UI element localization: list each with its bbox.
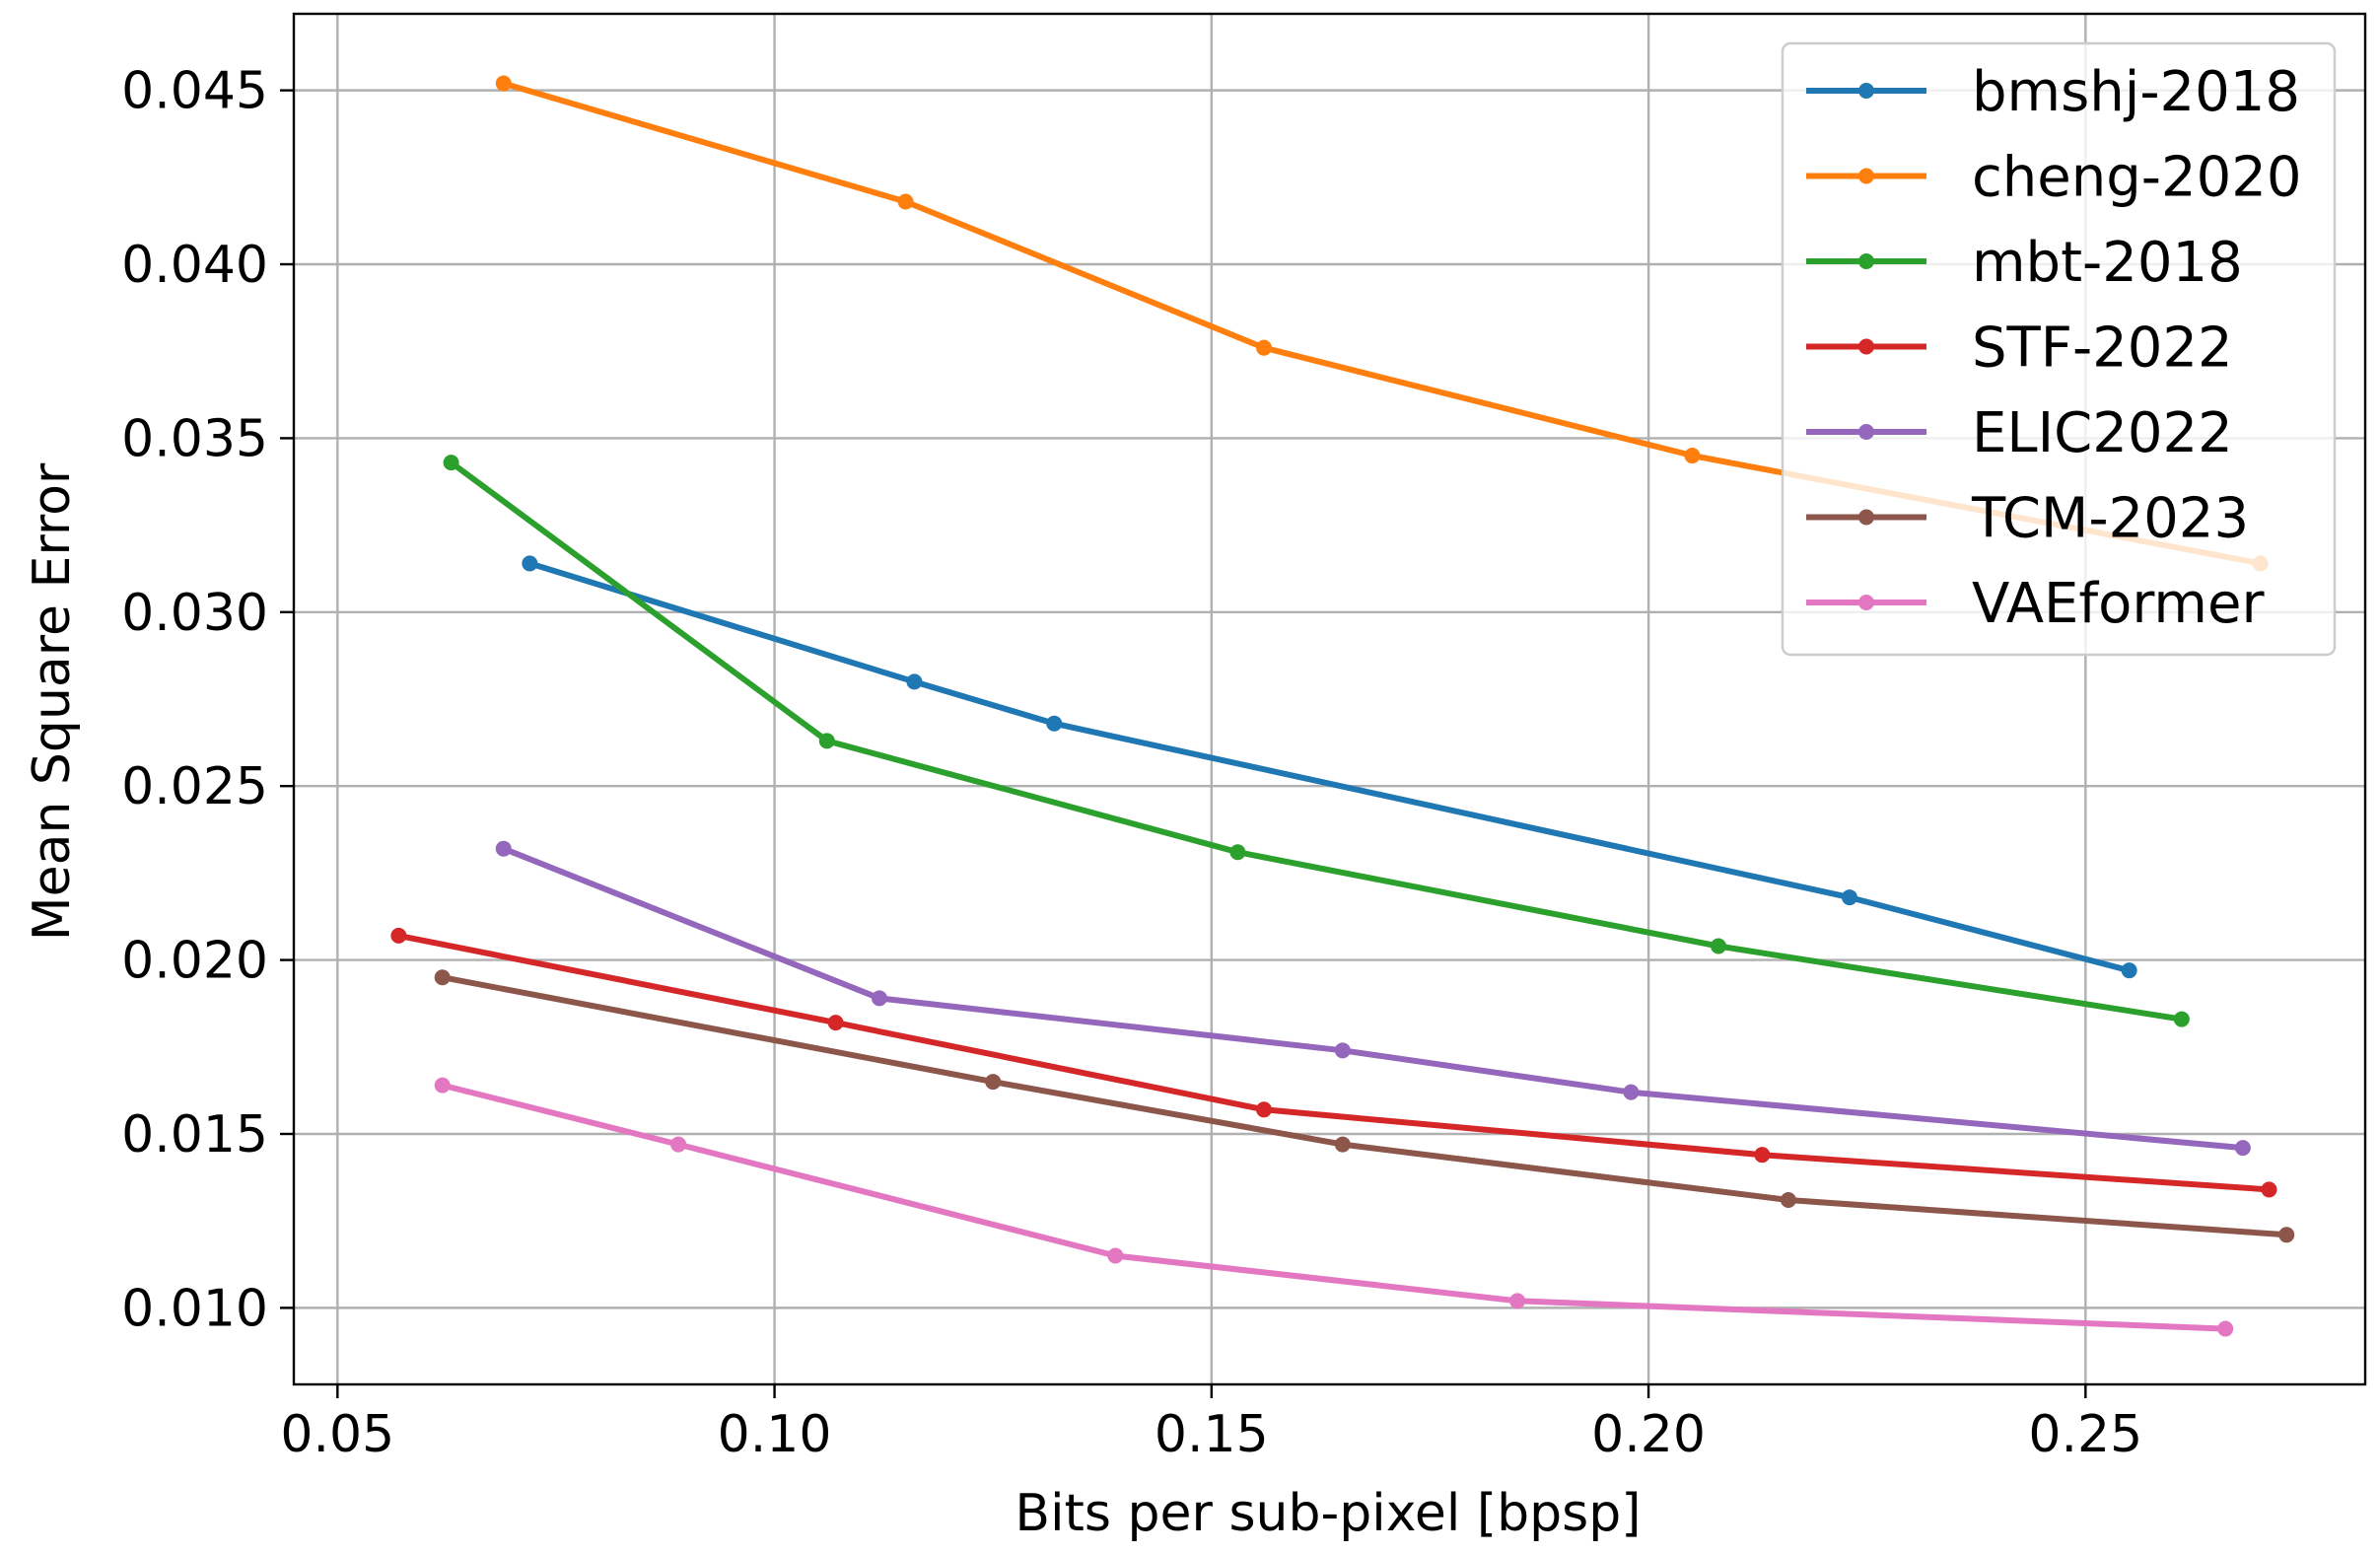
data-point-tcm-2023 (434, 969, 451, 986)
y-tick-label: 0.015 (121, 1105, 268, 1165)
data-point-vaeformer (434, 1077, 451, 1094)
legend-item-bmshj-2018: bmshj-2018 (1806, 60, 2300, 124)
data-point-vaeformer (670, 1136, 687, 1153)
data-point-mbt-2018 (443, 455, 459, 471)
legend-marker (1858, 253, 1874, 269)
series-elic2022 (495, 840, 2251, 1157)
legend-label: cheng-2020 (1972, 146, 2302, 210)
legend-item-stf-2022: STF-2022 (1806, 317, 2233, 381)
data-point-mbt-2018 (1710, 938, 1726, 954)
y-tick-label: 0.010 (121, 1279, 268, 1338)
y-axis-label: Mean Square Error (23, 462, 82, 941)
legend-label: TCM-2023 (1971, 487, 2249, 551)
legend-marker (1858, 509, 1874, 526)
x-axis-label: Bits per sub-pixel [bpsp] (1015, 1484, 1641, 1543)
data-point-mbt-2018 (1229, 844, 1246, 861)
legend-label: VAEformer (1972, 572, 2265, 636)
data-point-elic2022 (871, 990, 887, 1007)
legend-item-mbt-2018: mbt-2018 (1806, 231, 2243, 295)
legend-frame (1781, 41, 2337, 657)
legend-marker (1858, 595, 1874, 610)
legend-marker (1858, 168, 1874, 184)
y-tick-label: 0.045 (121, 62, 268, 121)
data-point-cheng-2020 (495, 75, 512, 92)
legend-label: ELIC2022 (1972, 401, 2233, 465)
data-point-stf-2022 (1754, 1147, 1771, 1164)
x-tick-label: 0.15 (1155, 1405, 1269, 1464)
data-point-elic2022 (1623, 1084, 1640, 1100)
data-point-tcm-2023 (985, 1074, 1002, 1091)
series-line-elic2022 (500, 845, 2246, 1152)
x-tick-label: 0.20 (1591, 1405, 1706, 1464)
data-point-bmshj-2018 (1046, 715, 1063, 732)
data-point-elic2022 (1334, 1042, 1351, 1059)
data-point-bmshj-2018 (906, 673, 923, 690)
x-tick-label: 0.05 (280, 1405, 394, 1464)
plot-frame (292, 12, 2367, 1386)
data-point-cheng-2020 (1684, 448, 1701, 464)
series-tcm-2023 (434, 969, 2295, 1243)
legend-marker (1858, 83, 1874, 99)
x-tick-label: 0.25 (2028, 1405, 2142, 1464)
series-mbt-2018 (443, 455, 2190, 1027)
legend-item-vaeformer: VAEformer (1806, 572, 2265, 636)
legend-item-elic2022: ELIC2022 (1806, 401, 2233, 465)
data-point-stf-2022 (2261, 1181, 2277, 1198)
series-vaeformer (434, 1077, 2234, 1337)
legend-item-cheng-2020: cheng-2020 (1806, 146, 2302, 210)
y-tick-label: 0.025 (121, 757, 268, 816)
data-point-stf-2022 (827, 1015, 844, 1031)
x-tick-label: 0.10 (718, 1405, 832, 1464)
data-point-elic2022 (495, 840, 512, 857)
data-point-vaeformer (2217, 1320, 2234, 1337)
data-point-bmshj-2018 (522, 555, 538, 572)
data-point-elic2022 (2234, 1140, 2251, 1157)
data-point-cheng-2020 (897, 193, 914, 210)
legend-marker (1858, 424, 1874, 440)
data-point-tcm-2023 (2278, 1227, 2295, 1243)
data-point-bmshj-2018 (1841, 889, 1857, 906)
data-point-bmshj-2018 (2121, 962, 2137, 979)
series-line-tcm-2023 (439, 974, 2290, 1238)
data-point-cheng-2020 (1256, 339, 1273, 356)
data-point-mbt-2018 (818, 733, 835, 749)
y-tick-label: 0.020 (121, 932, 268, 991)
ticks: 0.05 0.10 0.15 0.20 0.25 0.010 0.015 0.020 0.025… (121, 62, 2142, 1464)
legend-label: mbt-2018 (1972, 231, 2243, 295)
data-point-vaeformer (1107, 1247, 1124, 1264)
y-tick-label: 0.030 (121, 584, 268, 643)
legend-item-tcm-2023: TCM-2023 (1806, 487, 2249, 551)
data-point-stf-2022 (1256, 1101, 1273, 1118)
legend-label: bmshj-2018 (1972, 60, 2300, 124)
data-point-stf-2022 (390, 927, 407, 944)
y-tick-label: 0.040 (121, 236, 268, 295)
series-stf-2022 (390, 927, 2277, 1198)
y-tick-label: 0.035 (121, 409, 268, 468)
data-point-vaeformer (1509, 1293, 1526, 1309)
series-bmshj-2018 (522, 555, 2137, 979)
data-point-tcm-2023 (1780, 1192, 1796, 1209)
data-point-tcm-2023 (1334, 1136, 1351, 1153)
legend: bmshj-2018 cheng-2020 mbt-2018 STF-2022 ELIC… (1781, 41, 2337, 657)
data-point-mbt-2018 (2173, 1011, 2190, 1027)
legend-label: STF-2022 (1972, 317, 2233, 381)
legend-marker (1858, 338, 1874, 355)
